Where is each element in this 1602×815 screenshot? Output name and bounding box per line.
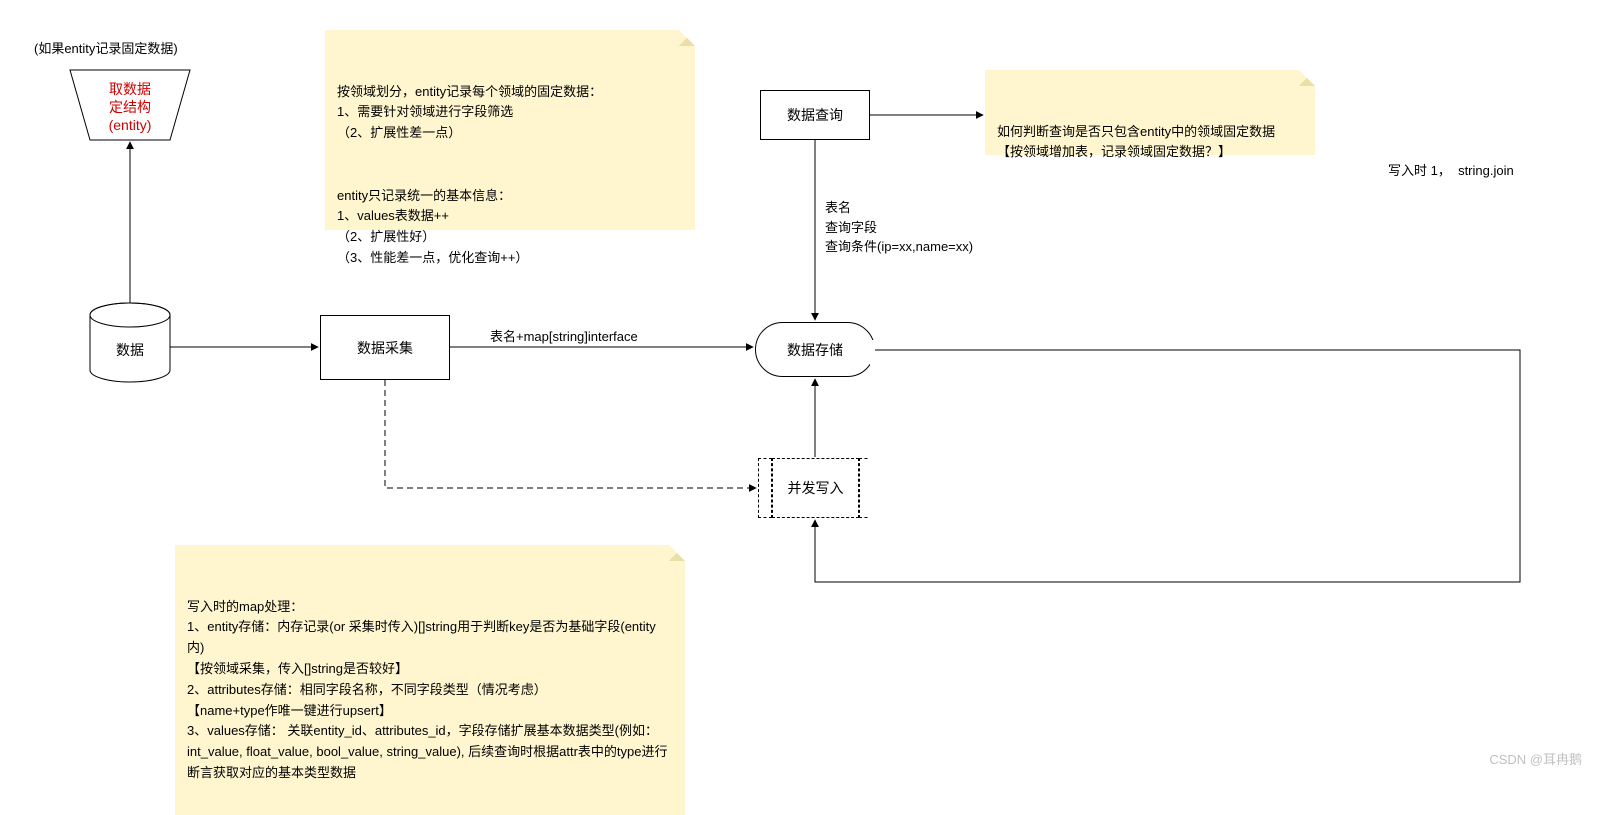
collect-label: 数据采集	[357, 338, 413, 358]
collect-node: 数据采集	[320, 315, 450, 380]
entity-caption: (如果entity记录固定数据)	[34, 38, 178, 57]
entity-trapezoid-text: 取数据 定结构 (entity)	[70, 80, 190, 135]
entity-line1: 取数据	[70, 80, 190, 98]
write-group: 并发写入	[758, 458, 873, 518]
entity-line3: (entity)	[70, 116, 190, 134]
storage-node: 数据存储	[755, 322, 875, 377]
note-bottom: 写入时的map处理： 1、entity存储：内存记录(or 采集时传入)[]st…	[175, 545, 685, 815]
watermark: CSDN @耳冉鹅	[1489, 749, 1582, 768]
note-top-middle: 按领域划分，entity记录每个领域的固定数据： 1、需要针对领域进行字段筛选 …	[325, 30, 695, 230]
edge-label-collect-storage: 表名+map[string]interface	[490, 326, 638, 345]
note-top-right-text: 如何判断查询是否只包含entity中的领域固定数据 【按领域增加表，记录领域固定…	[997, 122, 1303, 164]
entity-line2: 定结构	[70, 98, 190, 116]
query-label: 数据查询	[787, 105, 843, 125]
storage-label: 数据存储	[787, 340, 843, 360]
note-bottom-text: 写入时的map处理： 1、entity存储：内存记录(or 采集时传入)[]st…	[187, 597, 673, 784]
note-top-right: 如何判断查询是否只包含entity中的领域固定数据 【按领域增加表，记录领域固定…	[985, 70, 1315, 155]
query-node: 数据查询	[760, 90, 870, 140]
note-top-middle-text: 按领域划分，entity记录每个领域的固定数据： 1、需要针对领域进行字段筛选 …	[337, 82, 683, 269]
edge-label-right: 写入时 1， string.join	[1388, 160, 1514, 179]
data-cylinder-label: 数据	[116, 340, 144, 360]
edge-label-query-storage: 表名 查询字段 查询条件(ip=xx,name=xx)	[825, 198, 973, 257]
write-label: 并发写入	[788, 478, 844, 498]
